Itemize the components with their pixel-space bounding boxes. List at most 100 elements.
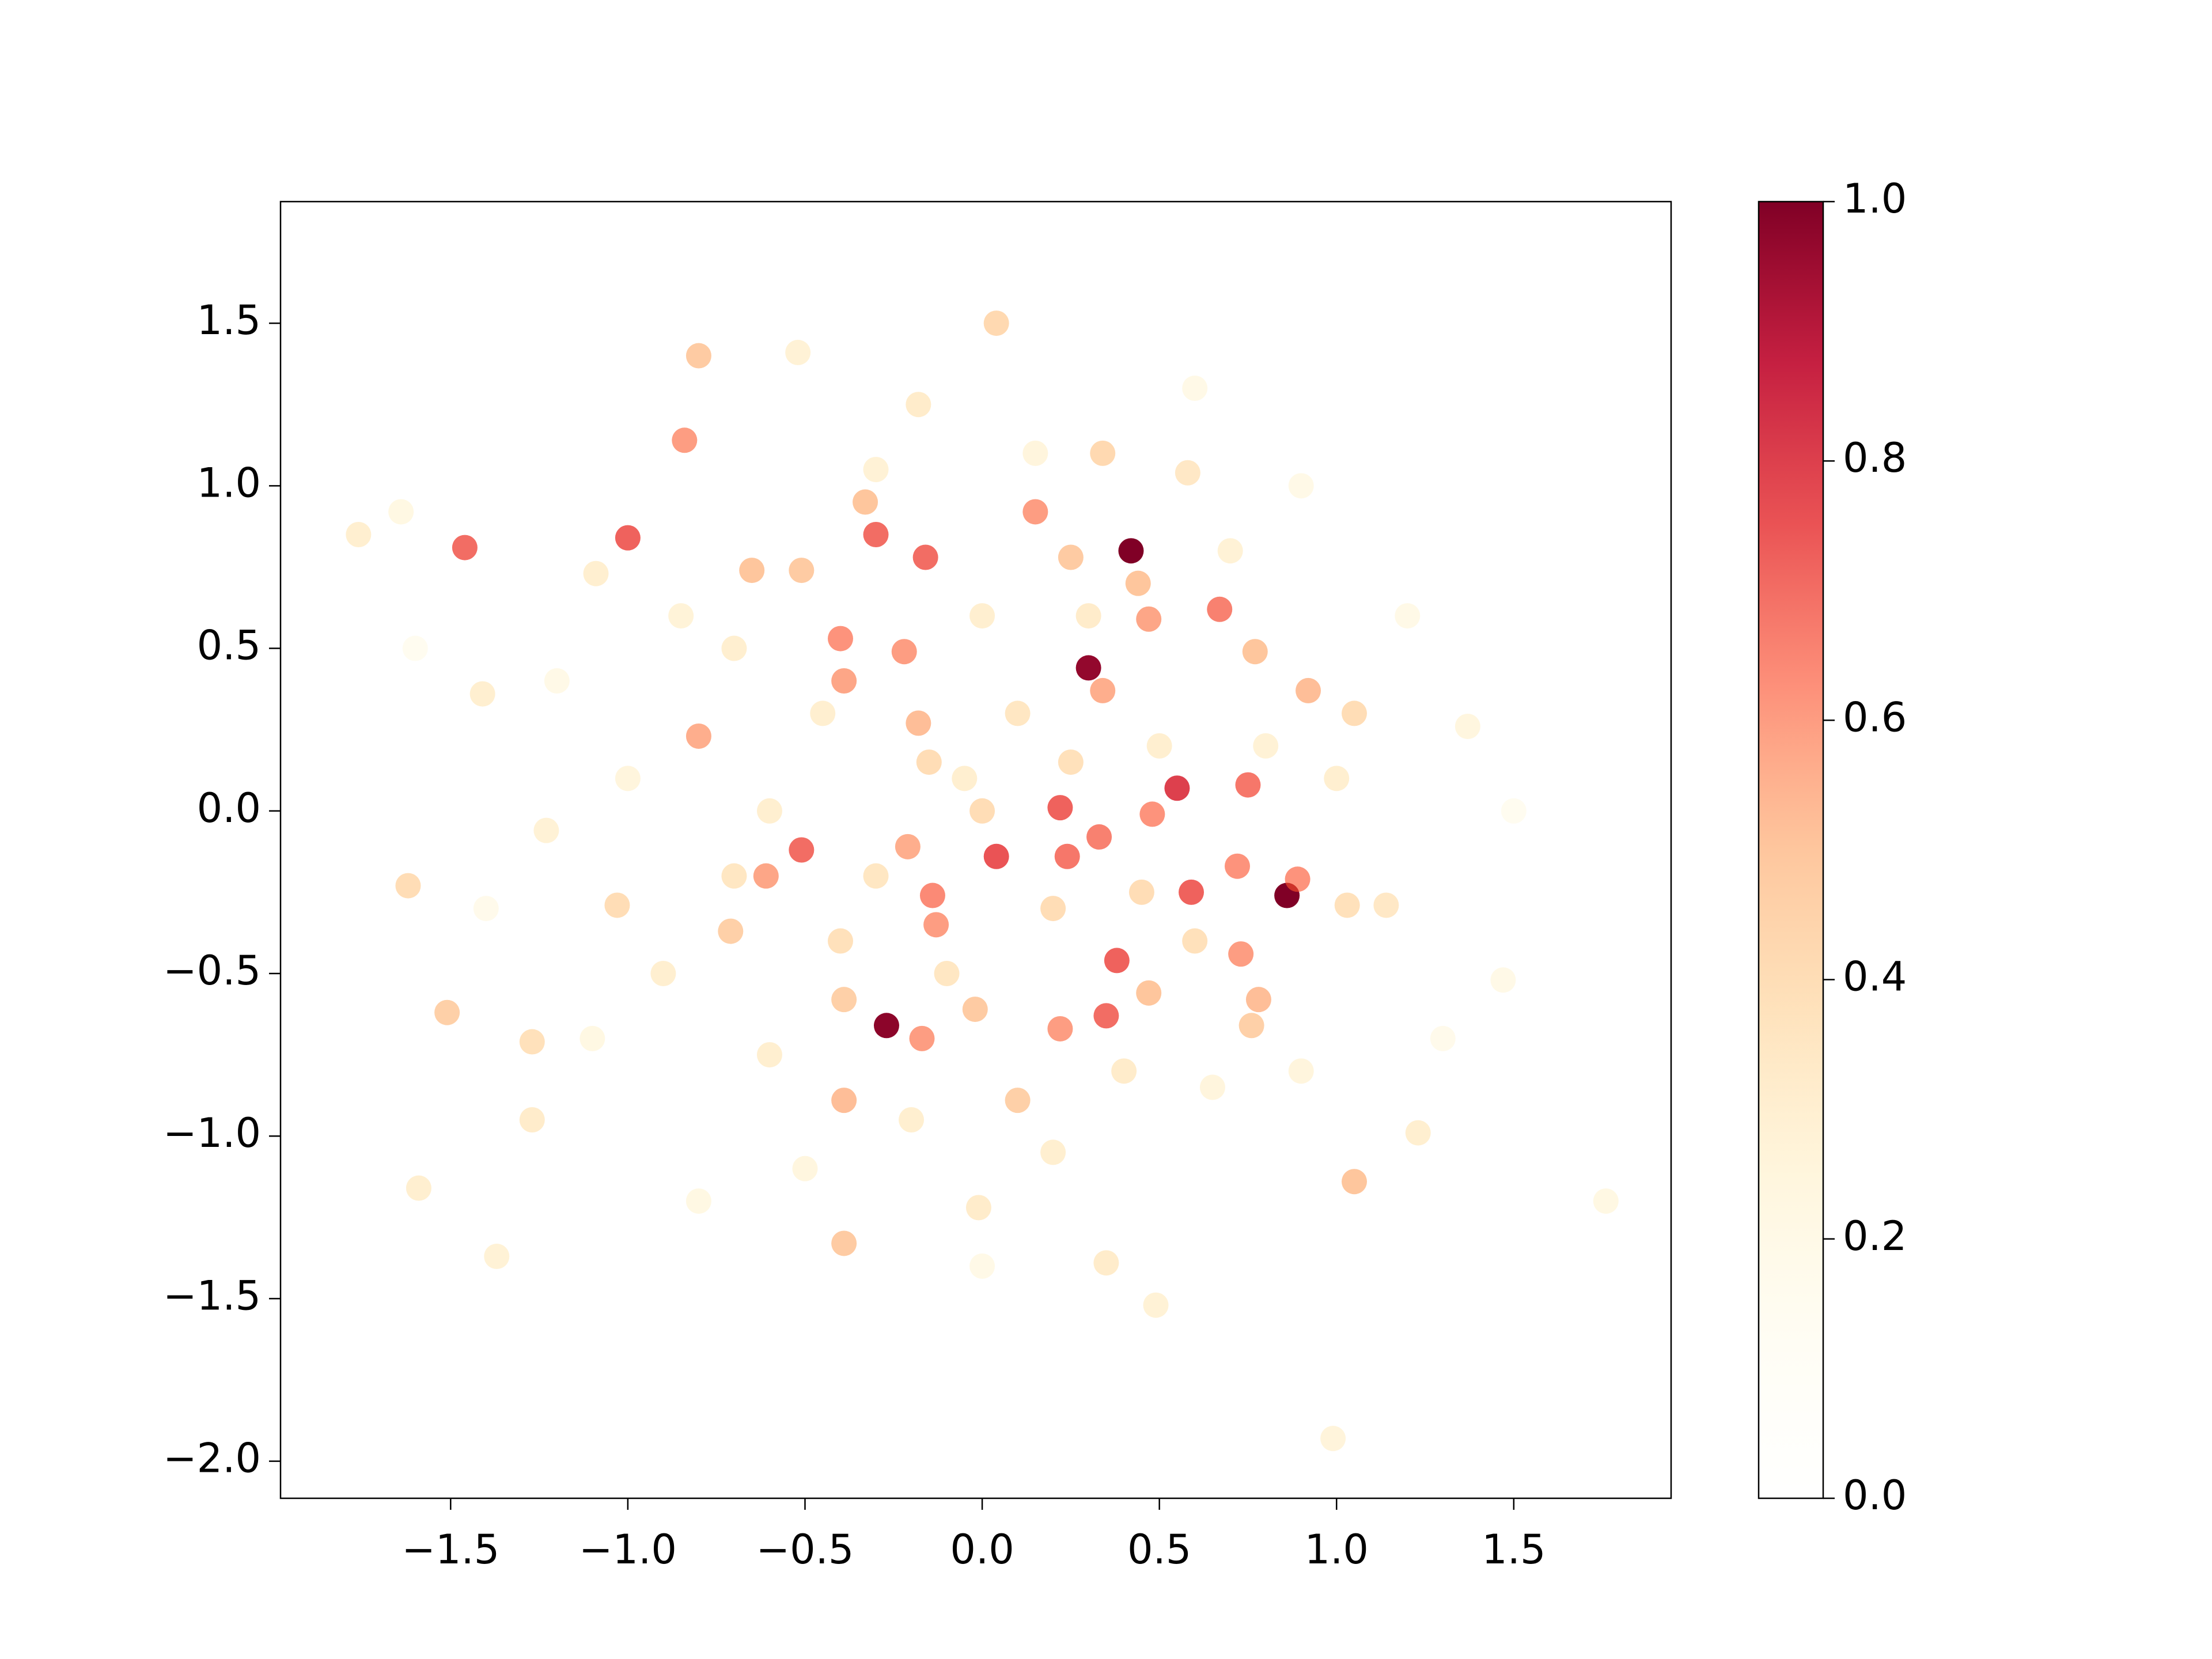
point xyxy=(721,635,747,661)
point xyxy=(1136,606,1162,632)
point xyxy=(831,1230,857,1256)
point xyxy=(1139,801,1165,827)
point xyxy=(519,1107,545,1132)
point xyxy=(1075,655,1101,681)
plot-frame xyxy=(279,200,1672,1499)
point xyxy=(473,896,499,922)
x-tick-label: 1.5 xyxy=(1482,1526,1546,1573)
point xyxy=(792,1156,818,1181)
x-tick-label: 1.0 xyxy=(1305,1526,1369,1573)
point xyxy=(685,723,711,749)
colorbar-tick-label: 0.4 xyxy=(1843,953,1907,1001)
point xyxy=(1225,853,1251,879)
point xyxy=(756,1042,782,1068)
point xyxy=(1217,538,1243,564)
y-tick-label: −1.5 xyxy=(163,1272,261,1319)
point xyxy=(484,1244,510,1270)
colorbar-tick-label: 0.2 xyxy=(1843,1213,1907,1260)
point xyxy=(346,521,372,547)
point xyxy=(1047,795,1073,821)
point xyxy=(785,339,811,365)
x-tick-label: −0.5 xyxy=(756,1526,854,1573)
point xyxy=(1175,460,1200,486)
point xyxy=(650,960,676,986)
point xyxy=(1320,1426,1346,1452)
point xyxy=(753,863,779,889)
point xyxy=(1182,375,1208,401)
point xyxy=(668,603,694,629)
point xyxy=(1086,824,1112,850)
point xyxy=(983,843,1009,869)
point xyxy=(1047,1016,1073,1041)
point xyxy=(906,392,931,418)
x-tick-label: 0.0 xyxy=(950,1526,1014,1573)
point xyxy=(863,863,889,889)
point xyxy=(1207,596,1233,622)
point xyxy=(406,1175,431,1201)
point xyxy=(831,668,857,694)
y-tick-label: −1.0 xyxy=(163,1109,261,1157)
point xyxy=(1040,1139,1066,1165)
point xyxy=(1334,892,1360,918)
point xyxy=(873,1013,899,1039)
point xyxy=(899,1107,925,1132)
point xyxy=(1199,1074,1225,1100)
point xyxy=(434,999,460,1025)
point xyxy=(1242,639,1268,665)
point xyxy=(969,603,995,629)
x-tick-label: 0.5 xyxy=(1127,1526,1191,1573)
point xyxy=(1238,1013,1264,1039)
colorbar-tick-label: 0.6 xyxy=(1843,694,1907,741)
point xyxy=(1179,879,1205,905)
y-tick-label: −2.0 xyxy=(163,1435,261,1482)
x-tick-label: −1.5 xyxy=(402,1526,499,1573)
y-tick-label: 1.0 xyxy=(197,459,261,506)
point xyxy=(1090,440,1116,466)
point xyxy=(906,710,931,736)
point xyxy=(1054,843,1080,869)
point xyxy=(827,928,853,954)
point xyxy=(739,558,765,584)
point xyxy=(962,997,988,1022)
point xyxy=(863,457,889,483)
point xyxy=(1235,772,1261,798)
point xyxy=(1146,733,1172,759)
point xyxy=(789,837,815,863)
point xyxy=(1288,1058,1314,1084)
point xyxy=(388,499,414,525)
colorbar-tick-label: 1.0 xyxy=(1843,175,1907,222)
point xyxy=(916,749,942,775)
point xyxy=(923,912,949,938)
point xyxy=(1022,499,1048,525)
point xyxy=(1373,892,1399,918)
point xyxy=(579,1025,605,1051)
point xyxy=(1040,896,1066,922)
point xyxy=(718,918,744,944)
point xyxy=(1164,775,1190,801)
point xyxy=(583,560,609,586)
y-tick-label: −0.5 xyxy=(163,947,261,994)
point xyxy=(604,892,630,918)
point xyxy=(789,558,815,584)
colorbar-tick-label: 0.8 xyxy=(1843,434,1907,482)
point xyxy=(1093,1250,1119,1276)
colorbar xyxy=(1758,200,1824,1499)
y-tick-label: 0.0 xyxy=(197,785,261,832)
point xyxy=(1285,866,1310,892)
point xyxy=(395,873,421,899)
y-tick-label: 0.5 xyxy=(197,622,261,669)
point xyxy=(1005,1088,1031,1113)
point xyxy=(1501,798,1527,824)
point xyxy=(983,310,1009,336)
point xyxy=(895,834,921,859)
point xyxy=(863,521,889,547)
point xyxy=(672,427,698,453)
point xyxy=(912,544,938,570)
point xyxy=(452,535,478,560)
point xyxy=(969,1253,995,1279)
point xyxy=(810,700,836,726)
point xyxy=(1058,544,1084,570)
point xyxy=(1593,1188,1619,1214)
point xyxy=(1324,766,1350,791)
